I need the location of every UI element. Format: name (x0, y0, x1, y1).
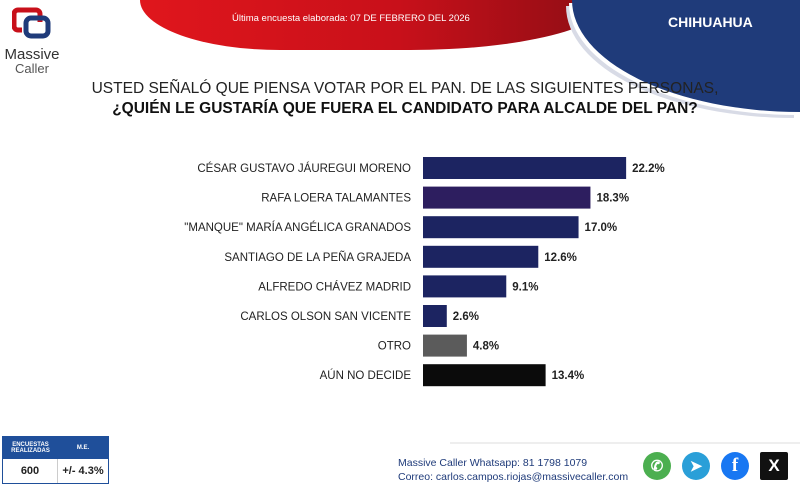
data-label: 4.8% (473, 341, 499, 353)
social-icons: ✆ ➤ f X (643, 452, 788, 480)
logo-text-1: Massive (4, 46, 60, 63)
whatsapp-contact: Massive Caller Whatsapp: 81 1798 1079 (398, 457, 588, 469)
header-margin: M.E. (76, 445, 90, 451)
data-label: 13.4% (552, 370, 585, 382)
data-label: 2.6% (453, 311, 479, 323)
divider (450, 442, 800, 444)
category-label: CARLOS OLSON SAN VICENTE (240, 311, 411, 323)
email-contact: Correo: carlos.campos.riojas@massivecall… (398, 471, 629, 483)
question-line-1: USTED SEÑALÓ QUE PIENSA VOTAR POR EL PAN… (91, 80, 719, 97)
bar (423, 157, 627, 179)
facebook-icon[interactable]: f (721, 452, 749, 480)
logo-icon (11, 7, 51, 39)
data-label: 18.3% (596, 193, 629, 205)
category-label: OTRO (378, 341, 411, 353)
logo: Massive Caller (4, 6, 60, 75)
x-icon[interactable]: X (760, 452, 788, 480)
bar (423, 216, 579, 239)
state-label: CHIHUAHUA (668, 14, 753, 30)
bar (423, 245, 539, 268)
header-surveys: ENCUESTAS REALIZADAS (11, 442, 50, 454)
category-label: CÉSAR GUSTAVO JÁUREGUI MORENO (197, 162, 411, 175)
question-line-2: ¿QUIÉN LE GUSTARÍA QUE FUERA EL CANDIDAT… (112, 100, 698, 117)
sample-size: 600 (3, 459, 58, 483)
margin-error: +/- 4.3% (62, 465, 104, 477)
category-label: SANTIAGO DE LA PEÑA GRAJEDA (224, 251, 411, 264)
whatsapp-icon[interactable]: ✆ (643, 452, 671, 480)
logo-text-2: Caller (15, 61, 49, 76)
telegram-icon[interactable]: ➤ (682, 452, 710, 480)
bar (423, 186, 591, 209)
data-label: 22.2% (632, 163, 665, 175)
data-label: 17.0% (585, 222, 618, 234)
category-label: "MANQUE" MARÍA ANGÉLICA GRANADOS (184, 221, 411, 234)
contact-info: Massive Caller Whatsapp: 81 1798 1079 Co… (398, 456, 628, 484)
category-label: ALFREDO CHÁVEZ MADRID (258, 280, 411, 293)
category-label: AÚN NO DECIDE (320, 369, 412, 382)
data-label: 9.1% (512, 281, 538, 293)
bar (423, 364, 546, 387)
bar (423, 305, 447, 327)
survey-date: Última encuesta elaborada: 07 DE FEBRERO… (232, 13, 470, 24)
bar-chart: CÉSAR GUSTAVO JÁUREGUI MORENO 22.2% RAFA L… (184, 157, 665, 387)
bar (423, 275, 507, 298)
data-label: 12.6% (544, 252, 577, 264)
bar (423, 334, 467, 357)
category-label: RAFA LOERA TALAMANTES (261, 193, 411, 205)
methodology-table: ENCUESTAS REALIZADAS M.E. 600 +/- 4.3% (2, 436, 109, 484)
